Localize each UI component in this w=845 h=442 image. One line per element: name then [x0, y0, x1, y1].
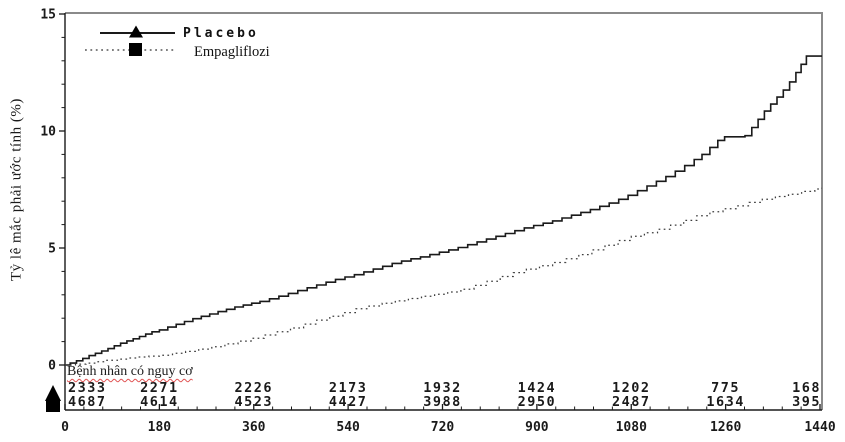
x-tick-label: 1080 — [616, 420, 647, 435]
risk-count-placebo: 2271 — [140, 380, 179, 396]
y-axis-ticks: 0 5 10 15 — [40, 8, 65, 374]
x-tick-label: 1260 — [710, 420, 741, 435]
legend-square-marker — [129, 43, 142, 56]
risk-table-title: Bệnh nhân có nguy cơ — [67, 364, 193, 379]
survival-curves — [65, 55, 822, 366]
x-tick-label: 1440 — [804, 420, 835, 435]
y-tick-label: 10 — [40, 125, 56, 140]
x-tick-label: 720 — [431, 420, 455, 435]
risk-count-empagliflozi: 395 — [792, 394, 821, 410]
risk-count-empagliflozi: 4427 — [329, 394, 368, 410]
risk-triangle-marker — [45, 385, 61, 401]
curve-placebo — [65, 55, 822, 366]
risk-row-markers — [45, 385, 61, 412]
risk-count-placebo: 1202 — [612, 380, 651, 396]
x-axis-ticks: 0 180 360 540 720 900 1080 1260 1440 — [61, 404, 836, 435]
y-tick-label: 0 — [48, 359, 56, 374]
risk-count-placebo: 168 — [792, 380, 821, 396]
risk-count-empagliflozi: 2487 — [612, 394, 651, 410]
x-tick-label: 900 — [525, 420, 549, 435]
number-at-risk-values: 2333 2271 2226 2173 1932 1424 1202 775 168 4687 46… — [68, 380, 821, 410]
x-tick-label: 0 — [61, 420, 69, 435]
risk-count-placebo: 775 — [711, 380, 740, 396]
legend — [85, 25, 175, 56]
y-axis-title: Tỷ lê mắc phải ước tính (%) — [8, 98, 25, 281]
risk-count-placebo: 2173 — [329, 380, 368, 396]
risk-count-placebo: 2333 — [68, 380, 107, 396]
risk-count-empagliflozi: 4687 — [68, 394, 107, 410]
risk-square-marker — [46, 399, 60, 412]
x-tick-label: 360 — [242, 420, 266, 435]
legend-label-empagliflozin: Empagliflozi — [194, 44, 270, 60]
y-tick-label: 5 — [48, 242, 56, 257]
risk-count-placebo: 2226 — [234, 380, 273, 396]
y-tick-label: 15 — [40, 8, 56, 23]
risk-count-placebo: 1424 — [518, 380, 557, 396]
legend-triangle-marker — [129, 25, 143, 38]
risk-count-empagliflozi: 2950 — [518, 394, 557, 410]
x-tick-label: 540 — [336, 420, 360, 435]
legend-label-placebo: Placebo — [183, 26, 259, 41]
x-tick-label: 180 — [148, 420, 172, 435]
risk-count-empagliflozi: 1634 — [706, 394, 745, 410]
risk-count-empagliflozi: 4523 — [234, 394, 273, 410]
risk-count-empagliflozi: 3988 — [423, 394, 462, 410]
risk-count-placebo: 1932 — [423, 380, 462, 396]
risk-count-empagliflozi: 4614 — [140, 394, 179, 410]
curve-empagliflozi — [65, 187, 822, 366]
